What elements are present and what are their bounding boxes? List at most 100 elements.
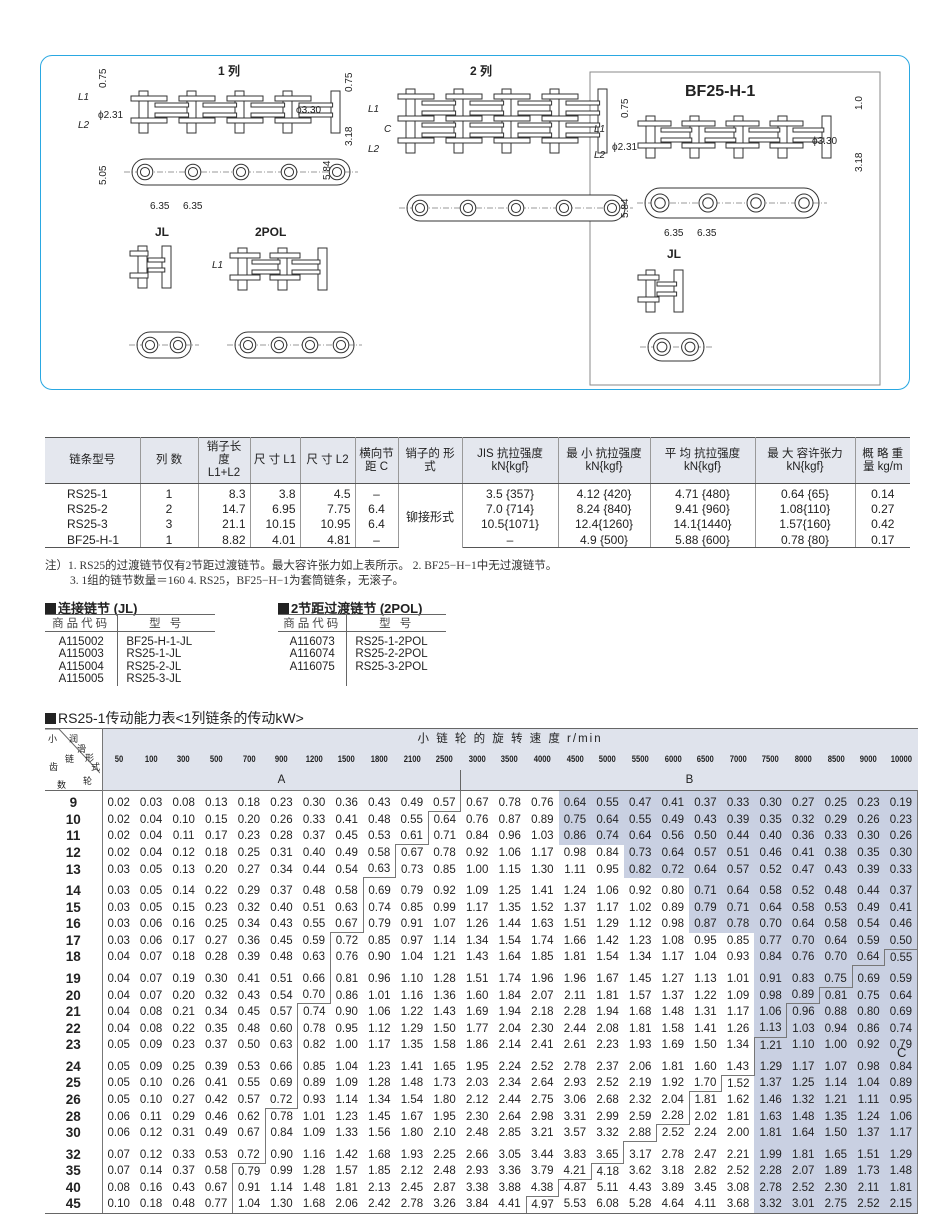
power-cell: 2.93: [563, 1077, 587, 1090]
power-cell: 2.14: [498, 1039, 521, 1052]
power-cell: 0.43: [819, 861, 853, 878]
power-cell: 0.09: [139, 1060, 163, 1073]
power-cell: 0.71: [721, 899, 755, 916]
power-cell: 0.43: [270, 918, 293, 931]
power-cell: 0.66: [302, 973, 326, 985]
power-cell: 1.21: [753, 1036, 787, 1054]
power-cell: 0.96: [786, 1003, 820, 1021]
power-cell: 0.48: [270, 951, 293, 964]
power-cell: 1.00: [465, 863, 489, 876]
power-cell: 0.80: [852, 1003, 885, 1021]
power-cell: 0.33: [172, 1148, 195, 1161]
spec-cell: 10.95: [300, 516, 356, 532]
dim-1.0-bf: 1.0: [854, 96, 865, 110]
power-cell: 1.31: [694, 1006, 717, 1019]
list-row: A115003 RS25-1-JL: [45, 648, 215, 661]
speed-label: 6000: [664, 754, 682, 765]
power-cell: 0.10: [139, 1094, 163, 1107]
power-cell: 0.76: [786, 949, 820, 966]
dim-6.35-b: 6.35: [183, 201, 203, 212]
power-cell: 0.17: [205, 830, 228, 843]
power-cell: 3.84: [460, 1196, 494, 1214]
speed-label: 6500: [696, 754, 714, 765]
jl-title-text: 连接链节 (JL): [58, 601, 138, 616]
power-cell: 0.39: [721, 811, 755, 829]
spec-row: RS25-3 3 21.1 10.15 10.95 6.4 10.5{1071} 12.4{1…: [45, 516, 910, 532]
power-cell: 0.88: [819, 1003, 853, 1021]
power-cell: 0.59: [852, 932, 885, 950]
spec-cell: 0.42: [871, 517, 895, 532]
link-plate: [493, 137, 531, 144]
power-row: 24 0.05 0.09 0.25 0.39 0.53 0.66 0.85 1.04 1.23 1.…: [45, 1053, 918, 1076]
power-cell: 1.37: [661, 989, 684, 1002]
power-cell: 1.74: [498, 973, 521, 985]
power-cell: 0.02: [107, 830, 130, 843]
power-cell: 0.53: [205, 1148, 228, 1161]
power-cell: 1.13: [694, 973, 717, 985]
pin-hole: [684, 341, 696, 353]
spec-cell: 14.1{1440}: [650, 516, 756, 532]
power-cell: 1.81: [754, 1124, 787, 1142]
power-cell: 1.50: [433, 1022, 456, 1035]
jl-title: JL: [155, 225, 169, 239]
power-cell: 3.36: [498, 1165, 521, 1178]
power-cell: 2.87: [433, 1181, 456, 1194]
speed-label: 1500: [338, 754, 356, 765]
power-cell: 1.04: [335, 1060, 358, 1073]
model-cell: RS25-2-JL: [126, 660, 182, 673]
power-cell: 0.44: [302, 863, 326, 876]
spec-row: RS25-2 2 14.7 6.95 7.75 6.4 7.0 {714} 8.24 {840…: [45, 501, 910, 517]
list-row: A116074 RS25-2-2POL: [278, 648, 446, 661]
power-cell: 1.07: [433, 918, 456, 931]
power-cell: 1.34: [368, 1094, 391, 1107]
speed-cell: 4500: [559, 749, 592, 770]
power-cell: 1.14: [433, 934, 456, 947]
code-cell: A116074: [278, 648, 348, 661]
power-cell: 1.29: [596, 918, 619, 931]
speed-label: 1200: [305, 754, 323, 765]
power-cell: 1.62: [726, 1094, 750, 1107]
power-row: 26 0.05 0.10 0.27 0.42 0.57 0.72 0.93 1.14 1.34 1.…: [45, 1091, 918, 1109]
power-cell: 1.64: [498, 951, 521, 964]
power-cell: 0.08: [139, 1006, 163, 1019]
power-cell: 0.67: [237, 1127, 260, 1140]
power-row: 10 0.02 0.04 0.10 0.15 0.20 0.26 0.33 0.41 0.48 0.…: [45, 811, 918, 829]
power-cell: 0.30: [884, 844, 918, 862]
speed-label: 2500: [436, 754, 454, 765]
power-cell: 2.52: [531, 1060, 554, 1073]
zone-c-label: C: [897, 1045, 907, 1060]
power-cell: 1.15: [498, 863, 521, 876]
power-cell: 2.30: [531, 1022, 554, 1035]
power-cell: 0.96: [498, 830, 521, 843]
jl-table: 商品代码型 号 A115002 BF25-H-1-JL A115003 RS25-1-…: [45, 614, 215, 686]
power-cell: 1.25: [498, 885, 521, 898]
power-cell: 2.75: [531, 1094, 554, 1107]
speed-label: 50: [114, 754, 123, 765]
power-cell: 2.99: [596, 1110, 619, 1123]
dim-c: C: [384, 124, 392, 135]
power-cell: 0.03: [134, 790, 168, 812]
power-cell: 1.48: [661, 1006, 684, 1019]
speed-label: 7000: [729, 754, 747, 765]
power-cell: 0.85: [400, 901, 424, 914]
power-row: 19 0.04 0.07 0.19 0.30 0.41 0.51 0.66 0.81 0.96 1.…: [45, 965, 918, 988]
speed-cell: 900: [265, 749, 298, 770]
power-cell: 3.01: [786, 1196, 820, 1214]
power-cell: 1.68: [629, 1006, 652, 1019]
power-title-text: RS25-1传动能力表<1列链条的传动kW>: [58, 710, 304, 726]
power-cell: 3.06: [563, 1094, 587, 1107]
link-plate: [397, 93, 435, 100]
speed-cell: 2100: [396, 749, 429, 770]
inner-plate: [565, 110, 601, 116]
power-cell: 0.10: [102, 1196, 135, 1214]
power-cell: 0.36: [330, 790, 364, 812]
power-cell: 0.45: [237, 1006, 261, 1019]
model-cell: RS25-3-2POL: [355, 660, 428, 673]
power-cell: 0.78: [721, 915, 755, 933]
power-cell: 0.64: [591, 811, 624, 829]
spec-col-header: JIS 抗拉强度 kN{kgf}: [462, 437, 559, 484]
teeth-count: 45: [45, 1196, 103, 1214]
pin-hole: [510, 202, 522, 214]
pin: [186, 90, 197, 134]
power-cell: 2.93: [465, 1165, 489, 1178]
